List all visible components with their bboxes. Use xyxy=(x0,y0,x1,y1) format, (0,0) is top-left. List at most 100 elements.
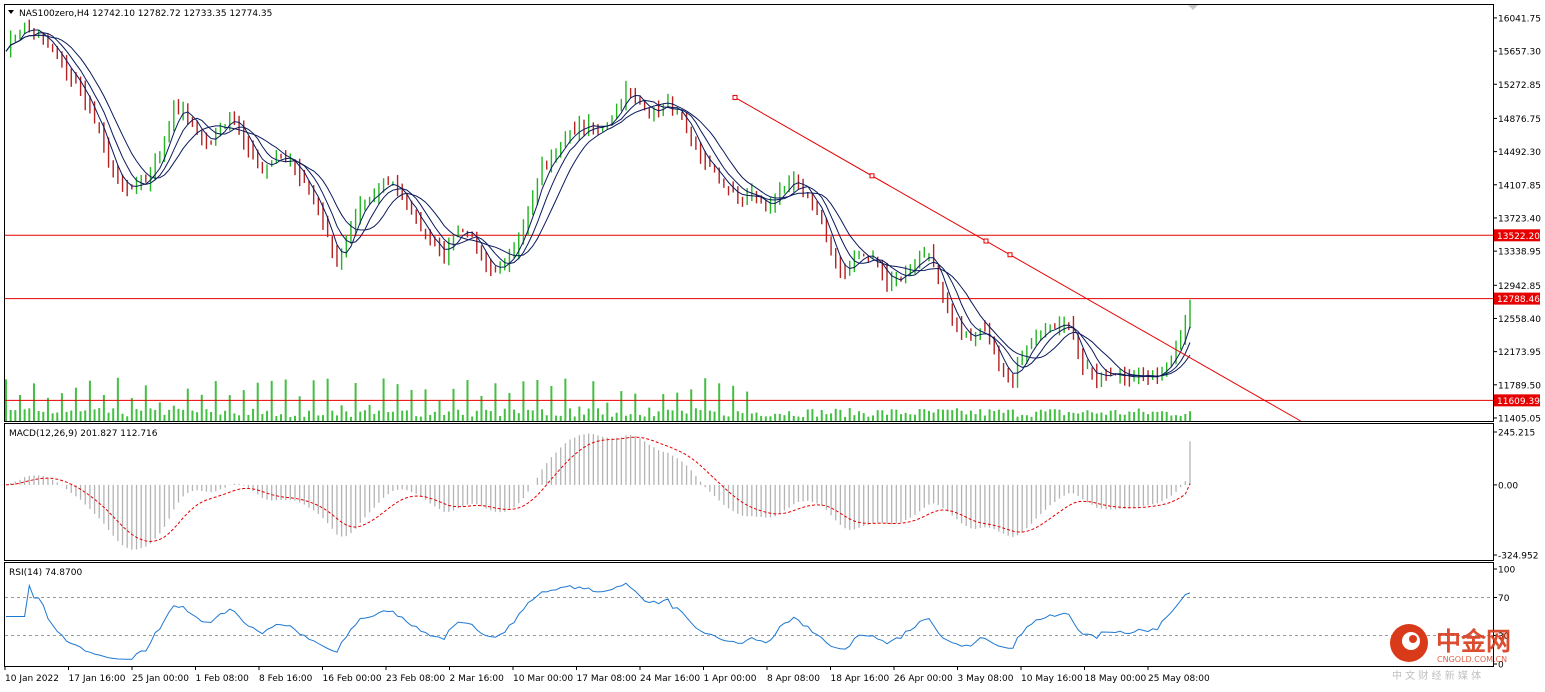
volume-bar xyxy=(545,415,548,421)
volume-bar xyxy=(997,409,1000,421)
rsi-tick-label: 0 xyxy=(1498,661,1504,671)
volume-bar xyxy=(676,392,679,421)
volume-bar xyxy=(666,409,669,421)
volume-bar xyxy=(46,397,49,421)
time-tick-label: 10 Jan 2022 xyxy=(5,674,59,684)
volume-bar xyxy=(774,413,777,421)
volume-bar xyxy=(252,408,255,421)
volume-bar xyxy=(960,410,963,421)
time-axis: 10 Jan 2022 17 Jan 16:00 25 Jan 00:00 1 Feb… xyxy=(4,666,1210,684)
volume-bar xyxy=(578,406,581,421)
volume-bar xyxy=(116,377,119,421)
volume-bar xyxy=(680,410,683,421)
volume-bar xyxy=(629,414,632,421)
volume-bar xyxy=(583,414,586,421)
time-tick-label: 25 Jan 00:00 xyxy=(132,674,189,684)
volume-bar xyxy=(858,411,861,421)
volume-bar xyxy=(727,416,730,421)
volume-bar xyxy=(974,414,977,421)
moving-average-line xyxy=(5,34,1191,377)
volume-bar xyxy=(396,384,399,421)
volume-bar xyxy=(391,411,394,421)
volume-bar xyxy=(270,380,273,421)
volume-bar xyxy=(685,413,688,421)
volume-bar xyxy=(778,413,781,421)
collapse-triangle-icon[interactable] xyxy=(8,10,14,14)
volume-bar xyxy=(941,409,944,421)
volume-bar xyxy=(126,416,129,421)
volume-bar xyxy=(988,409,991,421)
volume-bar xyxy=(508,392,511,421)
volume-bar xyxy=(275,415,278,421)
volume-bar xyxy=(634,393,637,421)
volume-bar xyxy=(84,410,87,421)
volume-bar xyxy=(1109,410,1112,421)
volume-bar xyxy=(294,415,297,421)
rsi-tick-label: 70 xyxy=(1498,594,1510,604)
volume-bar xyxy=(937,409,940,421)
moving-average-line xyxy=(5,32,1191,378)
volume-bar xyxy=(499,416,502,421)
price-tick-label: 11405.05 xyxy=(1498,414,1541,424)
volume-bar xyxy=(74,387,77,421)
volume-bar xyxy=(886,414,889,421)
rsi-tick-label: 100 xyxy=(1498,566,1515,576)
volume-bar xyxy=(1072,412,1075,421)
volume-bar xyxy=(228,395,231,421)
volume-bar xyxy=(704,378,707,421)
volume-bar xyxy=(969,410,972,421)
volume-bar xyxy=(247,414,250,421)
volume-bar xyxy=(769,416,772,421)
rsi-line xyxy=(6,582,1191,660)
volume-bar xyxy=(615,412,618,421)
volume-bar xyxy=(1179,415,1182,421)
watermark-cn: 中金网 xyxy=(1436,627,1511,656)
volume-bar xyxy=(624,415,627,421)
volume-bar xyxy=(261,413,264,421)
time-tick-label: 8 Apr 08:00 xyxy=(767,674,820,684)
rsi-label: RSI(14) 74.8700 xyxy=(9,568,82,578)
volume-bar xyxy=(760,415,763,421)
volume-bar xyxy=(1161,411,1164,421)
volume-bar xyxy=(56,412,59,421)
volume-bar xyxy=(168,409,171,421)
volume-bar xyxy=(830,413,833,421)
volume-bar xyxy=(718,383,721,421)
volume-bar xyxy=(1100,412,1103,421)
volume-bar xyxy=(172,405,175,421)
volume-bar xyxy=(1133,412,1136,421)
volume-bar xyxy=(802,416,805,421)
trendline-anchor xyxy=(1007,252,1013,258)
volume-bar xyxy=(303,416,306,421)
volume-bar xyxy=(457,409,460,421)
time-tick-label: 17 Jan 16:00 xyxy=(69,674,126,684)
volume-bar xyxy=(848,408,851,421)
price-tick-label: 14107.85 xyxy=(1498,181,1541,191)
volume-bar xyxy=(876,410,879,421)
volume-bar xyxy=(37,411,40,421)
level-label-bg xyxy=(1494,394,1540,407)
scroll-marker-icon[interactable] xyxy=(1188,5,1198,10)
volume-bar xyxy=(699,410,702,421)
price-tick-label: 14492.30 xyxy=(1498,148,1541,158)
volume-bar xyxy=(909,414,912,421)
volume-bar xyxy=(788,411,791,421)
volume-bar xyxy=(177,408,180,421)
volume-bar xyxy=(489,411,492,421)
volume-bar xyxy=(643,416,646,421)
volume-bar xyxy=(377,410,380,421)
volume-bar xyxy=(951,410,954,421)
volume-bar xyxy=(214,381,217,421)
volume-bar xyxy=(592,381,595,421)
volume-bar xyxy=(368,404,371,421)
time-tick-label: 10 Mar 00:00 xyxy=(513,674,573,684)
volume-bar xyxy=(746,391,749,421)
volume-bar xyxy=(419,416,422,421)
rsi-panel xyxy=(4,562,1494,667)
volume-bar xyxy=(503,408,506,421)
volume-bar xyxy=(363,410,366,421)
rsi-levels xyxy=(5,597,1493,636)
volume-bar xyxy=(918,409,921,421)
volume-bar xyxy=(42,411,45,421)
